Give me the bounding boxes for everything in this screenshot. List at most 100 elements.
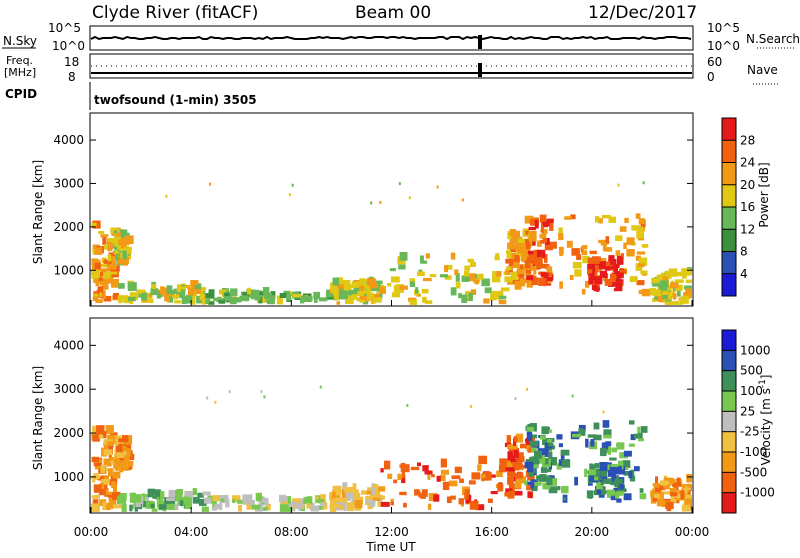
data-cell bbox=[512, 261, 520, 269]
data-cell bbox=[543, 254, 548, 263]
data-cell bbox=[534, 220, 539, 229]
data-cell bbox=[458, 498, 465, 505]
colorbar-tick-label: 20 bbox=[740, 178, 755, 192]
data-cell bbox=[96, 494, 100, 499]
data-cell bbox=[416, 271, 425, 277]
data-cell bbox=[507, 280, 516, 285]
data-cell bbox=[471, 472, 481, 480]
data-cell bbox=[519, 443, 527, 449]
data-cell bbox=[425, 253, 430, 259]
data-cell bbox=[526, 387, 529, 391]
data-cell bbox=[208, 289, 215, 298]
data-cell bbox=[548, 452, 553, 460]
data-cell bbox=[615, 263, 620, 268]
data-cell bbox=[613, 487, 620, 493]
data-cell bbox=[463, 270, 470, 277]
data-cell bbox=[433, 494, 440, 502]
data-cell bbox=[593, 286, 599, 292]
data-cell bbox=[669, 282, 679, 289]
data-cell bbox=[445, 264, 453, 270]
data-cell bbox=[513, 463, 523, 467]
data-cell bbox=[622, 460, 631, 468]
data-cell bbox=[230, 288, 238, 297]
data-cell bbox=[319, 385, 322, 389]
data-cell bbox=[91, 269, 97, 276]
data-cell bbox=[670, 492, 678, 497]
data-cell bbox=[422, 277, 432, 282]
data-cell bbox=[615, 250, 621, 256]
data-cell bbox=[609, 457, 617, 461]
velocity-panel: 1000 2000 3000 4000 Slant Range [km] 1000 50… bbox=[31, 300, 775, 554]
data-cell bbox=[525, 242, 531, 250]
data-cell bbox=[122, 250, 127, 260]
data-cell bbox=[299, 295, 305, 304]
data-cell bbox=[655, 487, 662, 493]
data-cell bbox=[629, 276, 638, 282]
data-cell bbox=[152, 495, 160, 499]
data-cell bbox=[110, 255, 116, 261]
data-cell bbox=[352, 281, 361, 288]
data-cell bbox=[450, 495, 456, 500]
data-cell bbox=[117, 259, 125, 265]
data-cell bbox=[638, 218, 646, 224]
data-cell bbox=[181, 296, 187, 305]
data-cell bbox=[467, 273, 476, 282]
data-cell bbox=[95, 279, 100, 287]
data-cell bbox=[509, 252, 516, 260]
data-cell bbox=[101, 478, 110, 486]
data-cell bbox=[652, 496, 658, 502]
data-cell bbox=[638, 432, 643, 442]
data-cell bbox=[498, 299, 507, 305]
nsearch-label: N.Search bbox=[746, 32, 800, 46]
data-cell bbox=[668, 268, 678, 277]
data-cell bbox=[436, 185, 439, 189]
data-cell bbox=[520, 264, 524, 270]
data-cell bbox=[529, 440, 539, 447]
data-cell bbox=[448, 480, 458, 487]
data-cell bbox=[609, 466, 619, 473]
ytick-label: 3000 bbox=[53, 176, 84, 190]
data-cell bbox=[179, 289, 186, 299]
data-cell bbox=[108, 260, 112, 268]
colorbar-swatch bbox=[722, 370, 736, 391]
data-cell bbox=[112, 491, 121, 501]
data-cell bbox=[333, 287, 339, 296]
data-cell bbox=[659, 277, 668, 283]
data-cell bbox=[103, 444, 109, 452]
data-cell bbox=[685, 279, 692, 284]
data-cell bbox=[544, 468, 552, 473]
colorbar-tick-label: 8 bbox=[740, 245, 748, 259]
data-cell bbox=[176, 284, 182, 292]
data-cell bbox=[422, 465, 429, 472]
data-cell bbox=[610, 463, 618, 469]
data-cell bbox=[688, 476, 692, 483]
data-cell bbox=[547, 218, 554, 223]
freq-tick-low: 8 bbox=[68, 70, 76, 84]
data-cell bbox=[286, 293, 292, 301]
data-cell bbox=[542, 438, 549, 445]
data-cell bbox=[602, 420, 610, 428]
data-cell bbox=[606, 263, 611, 271]
data-cell bbox=[110, 461, 115, 466]
data-cell bbox=[665, 285, 672, 291]
data-cell bbox=[527, 250, 533, 255]
data-cell bbox=[594, 276, 603, 285]
data-cell bbox=[380, 501, 390, 507]
data-cell bbox=[370, 287, 380, 292]
data-cell bbox=[639, 488, 644, 493]
data-cell bbox=[681, 273, 687, 279]
data-cell bbox=[638, 289, 647, 295]
data-cell bbox=[339, 505, 345, 510]
data-cell bbox=[315, 499, 325, 503]
data-cell bbox=[474, 279, 479, 285]
data-cell bbox=[526, 426, 534, 432]
data-cell bbox=[476, 273, 484, 280]
data-cell bbox=[531, 447, 537, 452]
data-cell bbox=[320, 494, 326, 503]
data-cell bbox=[98, 277, 103, 281]
data-cell bbox=[158, 504, 167, 510]
data-cell bbox=[372, 296, 382, 303]
data-cell bbox=[213, 297, 217, 301]
data-cell bbox=[635, 213, 641, 219]
data-cell bbox=[558, 443, 563, 448]
